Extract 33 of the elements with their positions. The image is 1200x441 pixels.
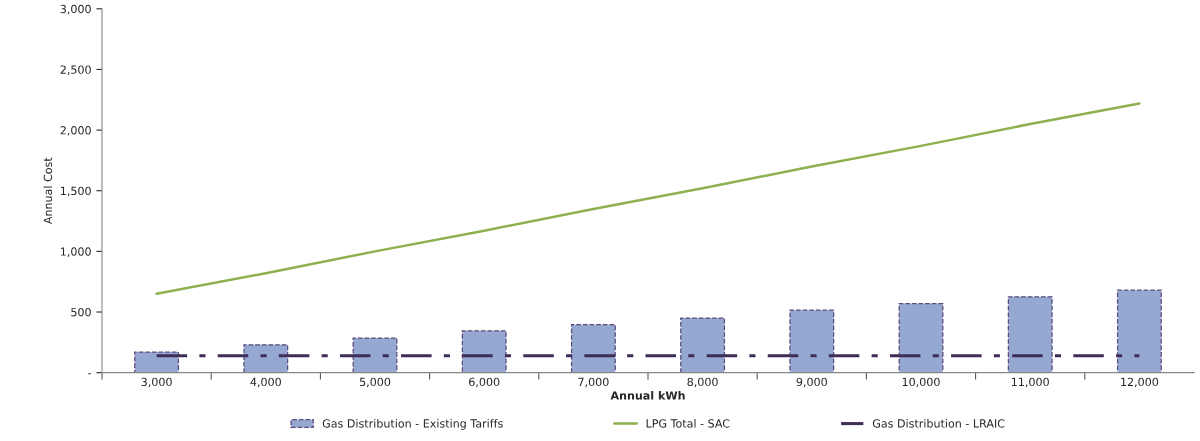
bar (243, 344, 289, 373)
line-series (155, 102, 1141, 296)
y-tick-label: 1,000 (60, 247, 91, 257)
x-tick-label: 12,000 (1121, 377, 1159, 388)
x-tick-label: 3,000 (141, 377, 172, 388)
bar (680, 317, 726, 373)
bar (1116, 289, 1162, 373)
bar (898, 302, 944, 373)
y-tick-label: 500 (71, 307, 91, 317)
x-tick-label: 10,000 (902, 377, 940, 388)
legend-label: Gas Distribution - Existing Tariffs (322, 419, 503, 430)
bar (134, 351, 180, 373)
y-tick-label: 2,000 (60, 126, 91, 136)
bar (352, 337, 398, 373)
y-tick-label: - (88, 373, 92, 375)
bar (461, 330, 507, 373)
x-tick-label: 4,000 (250, 377, 281, 388)
bar (789, 309, 835, 373)
x-tick-label: 9,000 (796, 377, 827, 388)
legend-label: Gas Distribution - LRAIC (872, 419, 1005, 428)
y-axis-title: Annual Cost (43, 157, 53, 225)
x-tick-label: 6,000 (469, 377, 500, 388)
x-tick-label: 8,000 (687, 377, 718, 388)
x-axis-title: Annual kWh (610, 391, 685, 400)
bar (570, 324, 616, 373)
x-tick-label: 11,000 (1011, 377, 1049, 388)
legend-label: LPG Total - SAC (646, 419, 730, 428)
x-tick-label: 5,000 (359, 377, 391, 388)
y-tick-label: 2,500 (60, 65, 91, 75)
y-tick-label: 3,000 (60, 4, 91, 15)
y-tick-label: 1,500 (60, 186, 91, 197)
x-tick-label: 7,000 (578, 377, 609, 388)
bar (1007, 296, 1053, 373)
